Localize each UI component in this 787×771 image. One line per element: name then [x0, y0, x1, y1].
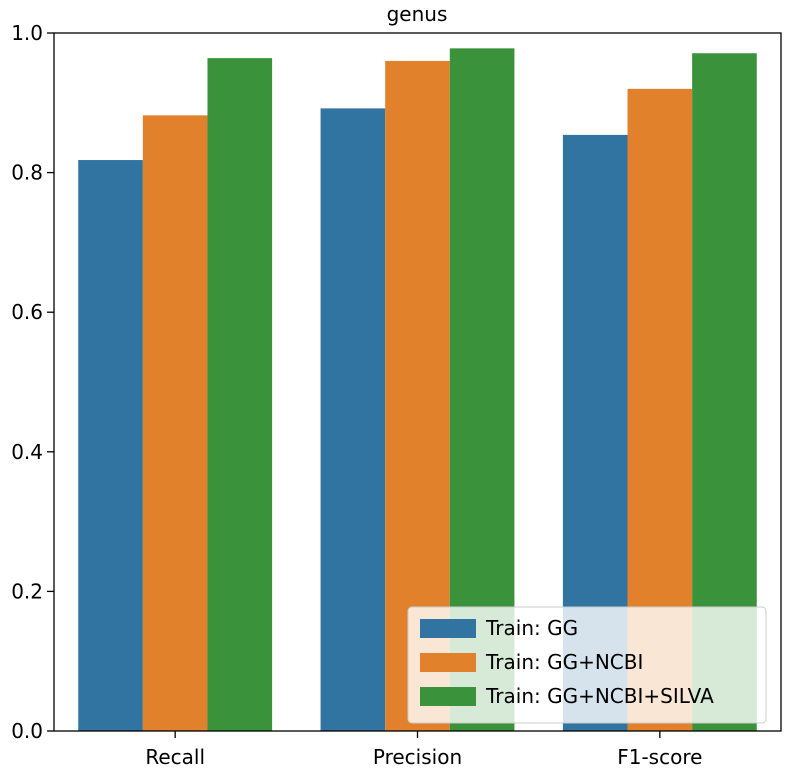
legend-label: Train: GG: [485, 616, 578, 640]
legend-label: Train: GG+NCBI+SILVA: [485, 684, 714, 708]
bar-precision-series-0: [320, 108, 386, 731]
legend-box: [407, 606, 767, 724]
legend-label: Train: GG+NCBI: [485, 650, 643, 674]
y-axis: 0.0 0.2 0.4 0.6 0.8 1.0: [11, 21, 54, 743]
bar-recall-series-0: [78, 160, 143, 732]
chart-title: genus: [387, 2, 448, 26]
y-tick-label: 1.0: [11, 21, 43, 45]
bar-recall-series-1: [142, 115, 208, 732]
bar-recall-series-2: [207, 58, 273, 731]
x-tick-label: Precision: [373, 745, 462, 769]
y-tick-label: 0.6: [11, 300, 43, 324]
y-tick-label: 0.2: [11, 579, 43, 603]
legend: Train: GG Train: GG+NCBI Train: GG+NCBI+SI…: [407, 606, 767, 724]
x-tick-label: F1-score: [617, 745, 702, 769]
x-axis: Recall Precision F1-score: [145, 731, 702, 769]
y-tick-label: 0.0: [11, 719, 43, 743]
y-tick-label: 0.8: [11, 161, 43, 185]
legend-swatch: [420, 619, 476, 638]
legend-swatch: [420, 687, 476, 706]
plot-frame: [53, 32, 782, 732]
legend-swatch: [420, 653, 476, 672]
x-tick-label: Recall: [145, 745, 205, 769]
y-tick-label: 0.4: [11, 440, 43, 464]
